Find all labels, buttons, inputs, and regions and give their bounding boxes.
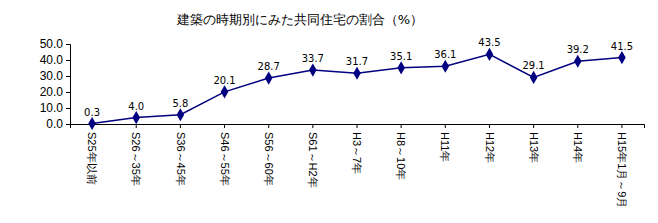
- marker: [309, 64, 317, 77]
- x-tick: H13年: [528, 124, 540, 163]
- x-tick-label: H14年: [572, 132, 584, 163]
- x-tick-label: H13年: [528, 132, 540, 163]
- y-tick-mark: [66, 92, 70, 93]
- y-axis-line: [66, 45, 71, 125]
- marker: [486, 48, 494, 61]
- y-tick-mark: [66, 76, 70, 77]
- x-tick-mark: [180, 124, 181, 128]
- y-tick-label: 40.0: [40, 53, 64, 67]
- x-tick-mark: [445, 124, 446, 128]
- x-tick: H8～10年: [395, 124, 407, 180]
- marker: [397, 61, 405, 74]
- marker: [530, 71, 538, 84]
- data-label: 4.0: [128, 101, 144, 112]
- x-tick-label: S36～45年: [175, 132, 187, 186]
- x-tick-label: H3～7年: [351, 132, 363, 174]
- marker: [618, 51, 626, 64]
- plot-area: [88, 48, 625, 130]
- x-tick-mark: [312, 124, 313, 128]
- x-tick-mark: [577, 124, 578, 128]
- x-tick: H15年1月～9月: [616, 124, 628, 208]
- y-tick-label: 30.0: [40, 69, 64, 83]
- x-tick: H11年: [439, 124, 451, 162]
- x-tick: S46～55年: [219, 124, 231, 186]
- x-tick-label: S56～60年: [263, 132, 275, 186]
- x-tick: S26～35年: [130, 124, 142, 186]
- data-labels: 0.3 4.0 5.8 20.1 28.7 33.7 31.7 35.1 36.1 43.5 29.…: [84, 37, 633, 117]
- y-tick-label: 10.0: [40, 101, 64, 115]
- x-tick-mark: [357, 124, 358, 128]
- y-tick: 50.0: [40, 37, 70, 51]
- x-axis-line: [71, 125, 645, 129]
- data-label: 28.7: [258, 61, 280, 72]
- x-tick-label: S61～H2年: [307, 132, 319, 188]
- marker: [442, 60, 450, 73]
- y-tick: 10.0: [40, 101, 70, 115]
- y-tick-mark: [66, 60, 70, 61]
- marker: [132, 111, 140, 124]
- marker: [265, 72, 273, 85]
- x-tick-label: H15年1月～9月: [616, 132, 628, 208]
- data-label: 29.1: [522, 60, 544, 71]
- y-axis: 0.0 10.0 20.0 30.0 40.0 50.0: [40, 37, 71, 131]
- x-tick: H12年: [484, 124, 496, 163]
- marker: [353, 67, 361, 80]
- data-label: 41.5: [611, 41, 633, 52]
- marker: [221, 85, 229, 98]
- data-label: 43.5: [478, 37, 500, 48]
- x-axis: S25年以前 S26～35年 S36～45年 S46～55年 S56～60年 S61～H2…: [71, 124, 645, 208]
- y-tick-mark: [66, 108, 70, 109]
- x-tick-mark: [136, 124, 137, 128]
- x-tick: H3～7年: [351, 124, 363, 174]
- data-label: 35.1: [390, 51, 412, 62]
- marker: [88, 117, 96, 130]
- x-tick-mark: [533, 124, 534, 128]
- x-tick-mark: [401, 124, 402, 128]
- y-tick-mark: [66, 44, 70, 45]
- data-label: 0.3: [84, 107, 100, 118]
- data-label: 31.7: [346, 56, 368, 67]
- y-tick-label: 0.0: [46, 117, 63, 131]
- x-tick-label: H11年: [439, 132, 451, 162]
- x-tick-label: S46～55年: [219, 132, 231, 186]
- y-tick-label: 50.0: [40, 37, 64, 51]
- marker: [574, 55, 582, 68]
- x-tick-label: H12年: [484, 132, 496, 163]
- x-tick: S61～H2年: [307, 124, 319, 188]
- data-label: 20.1: [213, 75, 235, 86]
- y-tick-label: 20.0: [40, 85, 64, 99]
- x-tick: S56～60年: [263, 124, 275, 186]
- y-tick: 40.0: [40, 53, 70, 67]
- x-tick-label: S25年以前: [86, 132, 98, 185]
- y-tick: 20.0: [40, 85, 70, 99]
- marker: [177, 108, 185, 121]
- x-tick-label: S26～35年: [130, 132, 142, 186]
- data-label: 33.7: [302, 53, 324, 64]
- chart: 建築の時期別にみた共同住宅の割合（%） 0.0 10.0 20.0 30.0 40.0 50…: [0, 0, 658, 223]
- data-label: 5.8: [172, 98, 188, 109]
- series-line: [92, 54, 622, 123]
- x-tick: S36～45年: [175, 124, 187, 186]
- y-tick: 0.0: [46, 117, 70, 131]
- y-tick: 30.0: [40, 69, 70, 83]
- x-tick-label: H8～10年: [395, 132, 407, 180]
- data-label: 39.2: [567, 44, 589, 55]
- x-tick: S25年以前: [86, 124, 98, 185]
- y-tick-mark: [66, 124, 70, 125]
- x-tick-mark: [489, 124, 490, 128]
- x-tick-mark: [224, 124, 225, 128]
- x-tick-mark: [268, 124, 269, 128]
- x-tick: H14年: [572, 124, 584, 163]
- x-tick-mark: [621, 124, 622, 128]
- title: 建築の時期別にみた共同住宅の割合（%）: [176, 12, 423, 27]
- data-label: 36.1: [434, 49, 456, 60]
